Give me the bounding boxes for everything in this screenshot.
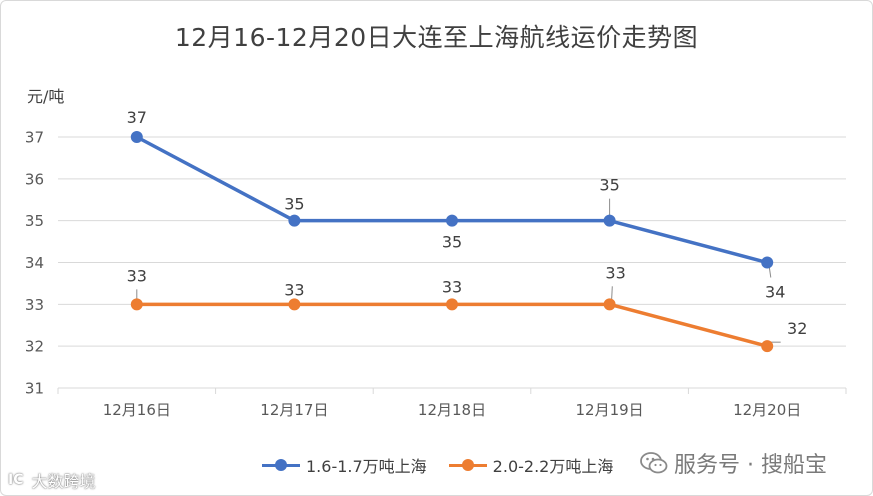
y-axis-label: 元/吨 xyxy=(27,87,64,106)
y-tick-label-34: 34 xyxy=(25,254,44,272)
x-tick-label-4: 12月20日 xyxy=(733,401,801,419)
series-line-2 xyxy=(135,302,769,348)
data-label-s1-0: 37 xyxy=(127,108,147,127)
watermark-left: IC 大数跨境 xyxy=(8,468,96,492)
data-label-s1-3: 35 xyxy=(599,176,619,195)
data-label-s2-3: 33 xyxy=(605,263,625,282)
data-label-s1-4: 34 xyxy=(765,283,785,302)
legend: 1.6-1.7万吨上海 2.0-2.2万吨上海 xyxy=(262,453,635,477)
data-point-s2-4 xyxy=(761,340,774,353)
data-point-s1-2 xyxy=(446,214,458,227)
x-tick-label-0: 12月16日 xyxy=(103,401,171,419)
y-tick-label-31: 31 xyxy=(25,380,44,398)
wechat-icon xyxy=(640,452,668,474)
x-tick-label-1: 12月17日 xyxy=(260,401,328,419)
y-tick-label-33: 33 xyxy=(25,296,44,314)
data-label-s1-2: 35 xyxy=(442,233,462,252)
data-label-s2-0: 33 xyxy=(127,266,147,285)
y-tick-label-32: 32 xyxy=(25,338,44,356)
legend-item-series-2: 2.0-2.2万吨上海 xyxy=(448,453,614,477)
leader-line-s2-3 xyxy=(611,286,613,301)
watermark-right-text: 服务号 · 搜船宝 xyxy=(674,453,827,478)
legend-item-series-1: 1.6-1.7万吨上海 xyxy=(262,453,427,477)
data-point-s2-1 xyxy=(288,298,301,311)
data-points xyxy=(130,131,774,353)
data-point-s1-4 xyxy=(761,256,774,269)
x-tick-label-2: 12月18日 xyxy=(418,401,486,419)
y-tick-labels: 31 32 33 34 35 36 37 xyxy=(25,129,44,398)
x-tick-labels: 12月16日 12月17日 12月18日 12月19日 12月20日 xyxy=(103,401,802,419)
data-label-s1-1: 35 xyxy=(284,195,304,214)
gridlines xyxy=(57,136,847,394)
y-tick-label-37: 37 xyxy=(25,129,44,147)
chart-title: 12月16-12月20日大连至上海航线运价走势图 xyxy=(174,23,699,52)
leader-line-s1-4 xyxy=(768,266,772,278)
data-point-s2-2 xyxy=(446,298,458,311)
data-point-s1-0 xyxy=(130,131,143,143)
watermark-left-text: 大数跨境 xyxy=(31,472,96,491)
y-tick-label-35: 35 xyxy=(25,212,44,230)
data-label-s2-1: 33 xyxy=(284,280,304,299)
data-label-s2-4: 32 xyxy=(787,319,807,338)
legend-label-series-1: 1.6-1.7万吨上海 xyxy=(306,457,427,476)
legend-label-series-2: 2.0-2.2万吨上海 xyxy=(492,457,614,476)
y-tick-label-36: 36 xyxy=(25,170,44,188)
legend-swatch-series-2 xyxy=(448,458,487,472)
legend-swatch-series-1 xyxy=(262,458,300,472)
data-point-s1-1 xyxy=(288,214,301,227)
watermark-right: 服务号 · 搜船宝 xyxy=(640,447,827,479)
data-labels: 37 35 35 35 34 33 33 33 33 32 xyxy=(127,108,808,338)
watermark-left-badge: IC xyxy=(8,472,24,488)
data-point-s1-3 xyxy=(603,214,616,227)
data-point-s2-0 xyxy=(130,298,143,311)
data-point-s2-3 xyxy=(603,298,616,311)
data-label-s2-2: 33 xyxy=(442,277,462,296)
x-tick-label-3: 12月19日 xyxy=(576,401,644,419)
